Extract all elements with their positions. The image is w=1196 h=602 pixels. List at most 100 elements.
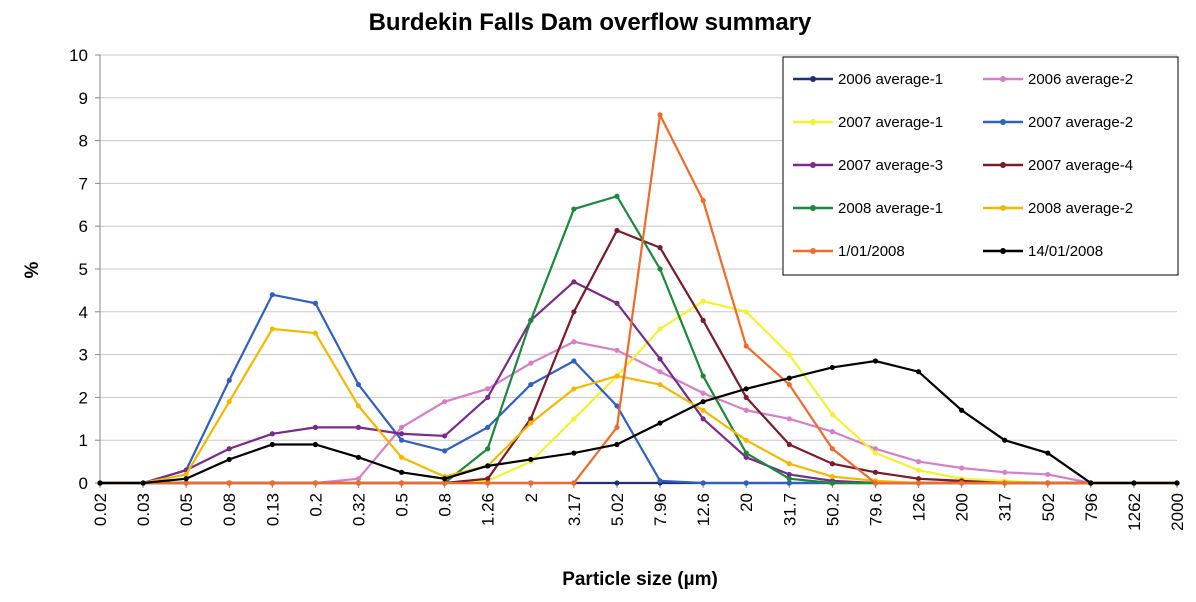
point [269, 292, 275, 298]
legend-marker [810, 119, 816, 125]
point [571, 309, 577, 315]
point [959, 480, 965, 486]
point [1045, 471, 1051, 478]
y-tick-label: 7 [79, 174, 88, 193]
legend-marker [810, 205, 816, 211]
x-tick-label: 0.32 [349, 493, 368, 526]
point [1002, 469, 1008, 475]
point [1045, 480, 1051, 486]
point [829, 429, 835, 435]
x-tick-label: 1.26 [479, 493, 498, 526]
point [915, 467, 922, 473]
legend-marker [1000, 205, 1006, 211]
x-tick-label: 0.5 [393, 493, 412, 517]
point [97, 480, 103, 486]
point [398, 424, 405, 430]
point [915, 480, 922, 486]
x-tick-label: 0.13 [263, 493, 282, 526]
point [528, 381, 534, 388]
legend-marker [1000, 119, 1006, 125]
y-tick-label: 0 [79, 474, 88, 493]
point [571, 386, 577, 392]
point [614, 227, 620, 234]
point [700, 416, 706, 422]
point [571, 358, 577, 364]
point [355, 454, 362, 460]
point [700, 317, 706, 323]
series-line [100, 111, 1177, 485]
point [743, 454, 749, 460]
point [657, 478, 663, 484]
x-tick-label: 0.02 [91, 493, 110, 526]
x-tick-label: 1262 [1125, 493, 1144, 531]
point [442, 480, 448, 486]
point [1174, 480, 1180, 486]
point [614, 403, 620, 409]
y-axis-title: % [22, 261, 43, 278]
point [872, 469, 879, 475]
point [829, 411, 835, 418]
point [786, 416, 792, 422]
x-tick-label: 796 [1082, 493, 1101, 521]
point [786, 381, 792, 388]
legend-label: 2006 average-2 [1028, 71, 1133, 88]
point [485, 480, 491, 486]
x-tick-label: 5.02 [608, 493, 627, 526]
point [829, 446, 835, 452]
point [959, 465, 965, 471]
legend-marker [810, 248, 816, 254]
point [571, 206, 577, 212]
point [614, 424, 620, 430]
point [226, 480, 232, 486]
point [657, 245, 663, 251]
point [786, 375, 792, 381]
point [614, 347, 620, 353]
point [269, 441, 275, 448]
point [700, 373, 706, 379]
point [829, 364, 835, 371]
point [442, 433, 448, 439]
x-tick-label: 12.6 [694, 493, 713, 526]
point [312, 441, 318, 448]
point [269, 431, 275, 437]
point [571, 416, 577, 422]
point [355, 476, 362, 482]
legend-label: 2006 average-1 [838, 71, 943, 88]
x-tick-label: 31.7 [780, 493, 799, 526]
point [872, 450, 879, 456]
point [398, 437, 405, 443]
point [183, 480, 189, 486]
point [657, 326, 663, 332]
y-tick-label: 10 [69, 46, 88, 65]
point [571, 480, 577, 486]
point [398, 454, 405, 460]
y-tick-label: 4 [79, 303, 88, 322]
point [614, 193, 620, 199]
legend-label: 14/01/2008 [1028, 243, 1103, 260]
point [571, 339, 577, 345]
point [226, 456, 232, 463]
point [528, 360, 534, 366]
point [786, 441, 792, 448]
point [657, 112, 663, 118]
point [614, 480, 620, 486]
point [355, 381, 362, 388]
point [485, 424, 491, 430]
point [1131, 480, 1137, 486]
point [743, 437, 749, 443]
legend-marker [810, 162, 816, 168]
point [226, 377, 232, 383]
x-tick-label: 2 [522, 493, 541, 502]
y-tick-label: 3 [79, 346, 88, 365]
point [226, 399, 232, 405]
x-tick-label: 79.6 [866, 493, 885, 526]
point [786, 471, 792, 478]
legend-marker [1000, 76, 1006, 82]
point [700, 197, 706, 204]
point [915, 476, 922, 482]
point [269, 480, 275, 486]
point [140, 480, 146, 486]
point [528, 456, 534, 463]
point [442, 399, 448, 405]
